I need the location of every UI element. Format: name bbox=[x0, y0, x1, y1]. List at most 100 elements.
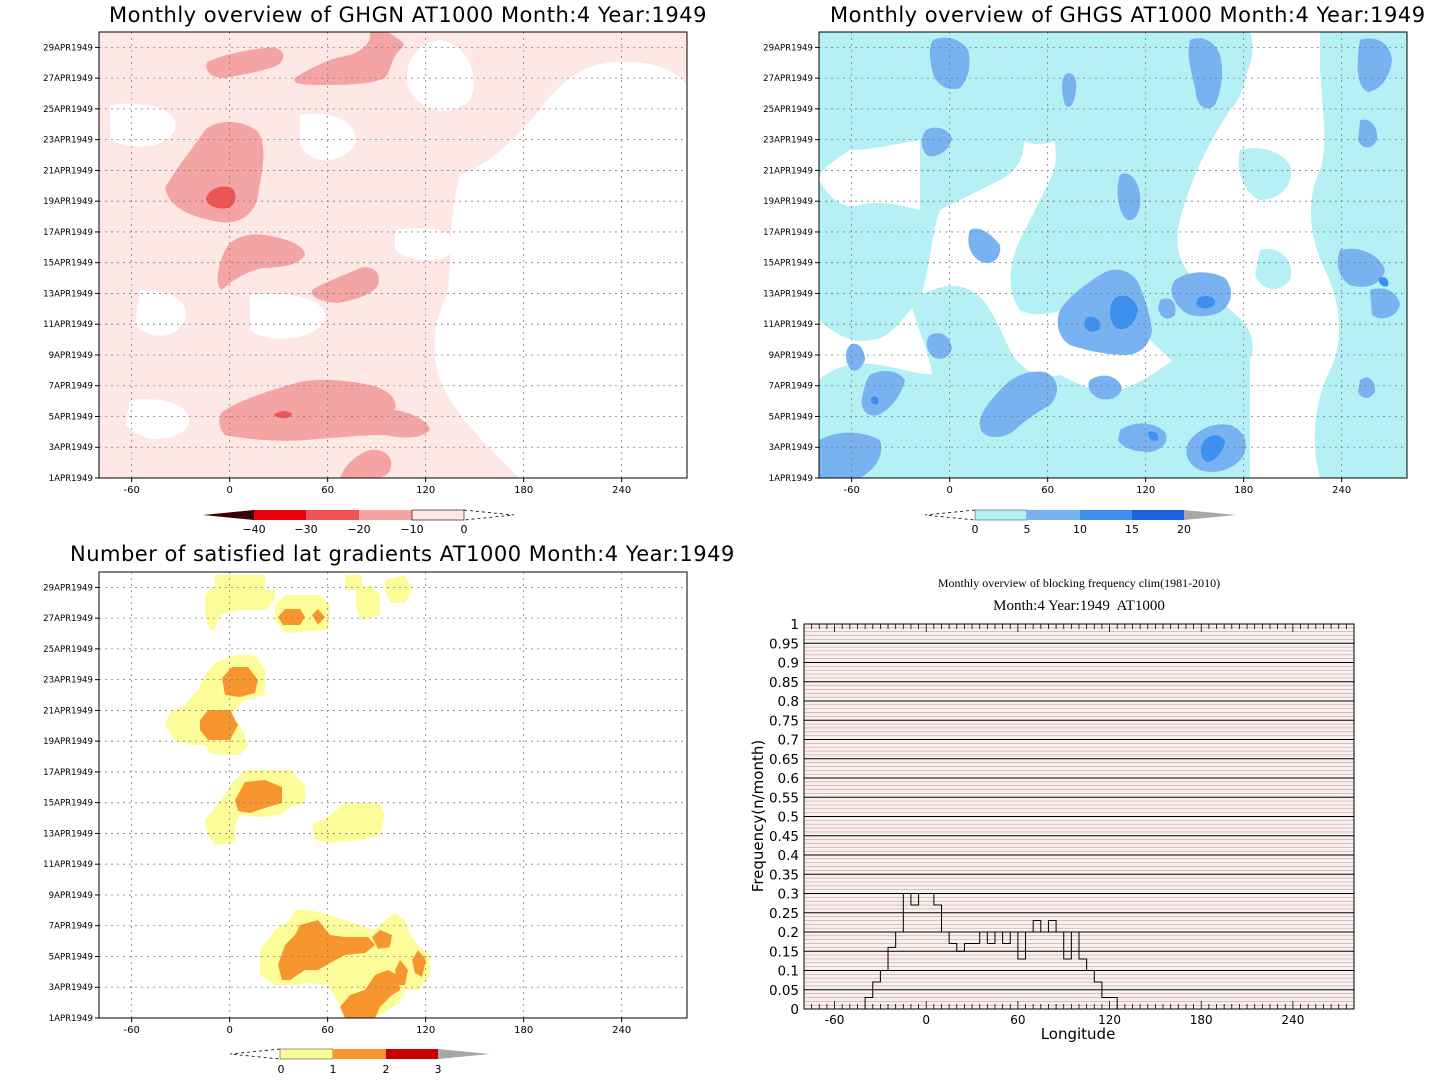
blocking-y-tick-label: 0.85 bbox=[769, 675, 799, 691]
gradients-colorbar-swatch bbox=[438, 1049, 490, 1059]
ghgn-colorbar-label: −40 bbox=[242, 523, 265, 536]
gradients-y-axis: 1APR1949 3APR1949 5APR1949 7APR1949 9APR1949… bbox=[43, 583, 99, 1024]
ghgs-x-tick-label: 180 bbox=[1234, 485, 1253, 496]
ghgs-x-tick-label: 120 bbox=[1136, 485, 1155, 496]
ghgn-x-tick-label: 60 bbox=[321, 485, 334, 496]
ghgn-colorbar-swatch bbox=[203, 510, 254, 520]
ghgs-colorbar-swatch bbox=[924, 509, 976, 521]
ghgs-colorbar-label: 0 bbox=[972, 523, 979, 536]
ghgn-y-tick-label: 5APR1949 bbox=[49, 412, 93, 422]
gradients-x-tick-label: 240 bbox=[612, 1025, 631, 1036]
ghgn-colorbar: −40 −30 −20 −10 0 bbox=[203, 509, 515, 536]
ghgn-y-tick-label: 23APR1949 bbox=[43, 136, 93, 146]
gradients-colorbar-label: 3 bbox=[435, 1063, 442, 1076]
gradients-x-axis: -60 0 60 120 180 240 bbox=[123, 1018, 631, 1036]
blocking-y-tick-label: 0.95 bbox=[769, 636, 799, 652]
ghgs-y-tick-label: 21APR1949 bbox=[763, 166, 813, 176]
blocking-x-axis: -60 0 60 120 180 240 bbox=[825, 1013, 1305, 1027]
gradients-y-tick-label: 23APR1949 bbox=[43, 676, 93, 686]
ghgn-y-axis: 1APR1949 3APR1949 5APR1949 7APR1949 9APR1949… bbox=[43, 43, 99, 484]
blocking-plot: 0 0.05 0.1 0.15 0.2 0.25 0.3 0.35 0.4 0.45 0.5 0.55… bbox=[749, 617, 1355, 1043]
blocking-frame bbox=[803, 623, 1355, 1010]
ghgs-y-tick-label: 17APR1949 bbox=[763, 228, 813, 238]
ghgs-colorbar-swatch bbox=[1080, 510, 1132, 520]
ghgn-y-tick-label: 9APR1949 bbox=[49, 351, 93, 361]
blocking-y-axis: 0 0.05 0.1 0.15 0.2 0.25 0.3 0.35 0.4 0.45 0.5 0.55… bbox=[769, 617, 799, 1018]
blocking-subtitle: Month:4 Year:1949 AT1000 bbox=[993, 598, 1165, 614]
gradients-y-tick-label: 13APR1949 bbox=[43, 829, 93, 839]
ghgn-y-tick-label: 15APR1949 bbox=[43, 259, 93, 269]
ghgn-colorbar-label: −20 bbox=[347, 523, 370, 536]
gradients-y-tick-label: 3APR1949 bbox=[49, 983, 93, 993]
ghgs-y-tick-label: 13APR1949 bbox=[763, 289, 813, 299]
gradients-x-tick-label: 120 bbox=[416, 1025, 435, 1036]
ghgs-x-tick-label: 240 bbox=[1332, 485, 1351, 496]
ghgs-colorbar-label: 5 bbox=[1024, 523, 1031, 536]
blocking-y-tick-label: 0.1 bbox=[778, 964, 799, 980]
gradients-y-tick-label: 15APR1949 bbox=[43, 799, 93, 809]
gradients-y-tick-label: 17APR1949 bbox=[43, 768, 93, 778]
ghgs-colorbar-label: 20 bbox=[1177, 523, 1191, 536]
ghgn-colorbar-swatch bbox=[463, 509, 515, 521]
ghgs-frame bbox=[818, 31, 1408, 479]
gradients-level-1-areas bbox=[200, 609, 426, 1018]
gradients-y-tick-label: 29APR1949 bbox=[43, 583, 93, 593]
ghgn-x-tick-label: 240 bbox=[612, 485, 631, 496]
gradients-y-tick-label: 7APR1949 bbox=[49, 922, 93, 932]
ghgs-colorbar-label: 10 bbox=[1073, 523, 1087, 536]
ghgs-y-tick-label: 9APR1949 bbox=[769, 351, 813, 361]
blocking-x-axis-title: Longitude bbox=[1041, 1025, 1116, 1043]
gradients-y-tick-label: 19APR1949 bbox=[43, 737, 93, 747]
ghgn-x-tick-label: -60 bbox=[123, 485, 139, 496]
ghgn-grid bbox=[99, 32, 687, 479]
blocking-x-tick-label: 120 bbox=[1098, 1013, 1121, 1027]
ghgs-colorbar-swatch bbox=[1132, 510, 1184, 520]
ghgs-grid bbox=[819, 32, 1407, 479]
ghgs-level-5-areas bbox=[819, 37, 1400, 478]
ghgn-y-tick-label: 21APR1949 bbox=[43, 166, 93, 176]
gradients-y-tick-label: 27APR1949 bbox=[43, 614, 93, 624]
ghgs-y-tick-label: 29APR1949 bbox=[763, 43, 813, 53]
ghgn-plot: -60 0 60 120 180 240 1APR1949 3APR1949 5APR1949… bbox=[43, 31, 688, 536]
blocking-frequency-line bbox=[804, 893, 1354, 1010]
ghgs-x-tick-label: -60 bbox=[843, 485, 859, 496]
ghgn-panel: Monthly overview of GHGN AT1000 Month:4 … bbox=[0, 0, 720, 545]
ghgn-colorbar-swatch bbox=[254, 510, 306, 520]
blocking-y-tick-label: 0.05 bbox=[769, 983, 799, 999]
ghgs-level-10-areas bbox=[870, 277, 1389, 462]
ghgn-y-tick-label: 17APR1949 bbox=[43, 228, 93, 238]
ghgn-x-tick-label: 120 bbox=[416, 485, 435, 496]
ghgn-y-tick-label: 19APR1949 bbox=[43, 197, 93, 207]
ghgs-y-tick-label: 1APR1949 bbox=[769, 474, 813, 484]
gradients-x-tick-label: -60 bbox=[123, 1025, 139, 1036]
ghgs-y-tick-label: 11APR1949 bbox=[763, 320, 813, 330]
gradients-colorbar-swatch bbox=[279, 1048, 334, 1060]
ghgn-level-minus10-areas bbox=[165, 32, 430, 478]
ghgs-y-tick-label: 5APR1949 bbox=[769, 412, 813, 422]
ghgs-y-tick-label: 15APR1949 bbox=[763, 259, 813, 269]
ghgn-y-tick-label: 11APR1949 bbox=[43, 320, 93, 330]
gradients-colorbar-label: 0 bbox=[278, 1063, 285, 1076]
gradients-y-tick-label: 25APR1949 bbox=[43, 645, 93, 655]
blocking-y-tick-label: 1 bbox=[790, 617, 799, 633]
gradients-colorbar-swatch bbox=[229, 1048, 281, 1060]
ghgn-frame bbox=[98, 31, 688, 479]
blocking-y-tick-label: 0.35 bbox=[769, 867, 799, 883]
ghgs-y-tick-label: 27APR1949 bbox=[763, 74, 813, 84]
gradients-y-tick-label: 1APR1949 bbox=[49, 1014, 93, 1024]
blocking-x-tick-label: 60 bbox=[1010, 1013, 1025, 1027]
blocking-y-tick-label: 0.55 bbox=[769, 790, 799, 806]
gradients-y-tick-label: 9APR1949 bbox=[49, 891, 93, 901]
ghgs-x-axis: -60 0 60 120 180 240 bbox=[843, 478, 1351, 496]
gradients-colorbar: 0 1 2 3 bbox=[229, 1048, 490, 1076]
ghgn-colorbar-swatch bbox=[359, 510, 412, 520]
ghgs-y-tick-label: 7APR1949 bbox=[769, 382, 813, 392]
ghgn-colorbar-swatch bbox=[411, 509, 465, 521]
blocking-y-tick-label: 0.45 bbox=[769, 829, 799, 845]
ghgs-colorbar-swatch bbox=[1027, 510, 1080, 520]
blocking-x-tick-label: 240 bbox=[1281, 1013, 1304, 1027]
ghgs-x-tick-label: 60 bbox=[1041, 485, 1054, 496]
blocking-y-tick-label: 0 bbox=[790, 1002, 799, 1018]
ghgs-panel: Monthly overview of GHGS AT1000 Month:4 … bbox=[720, 0, 1440, 545]
ghgn-y-tick-label: 27APR1949 bbox=[43, 74, 93, 84]
